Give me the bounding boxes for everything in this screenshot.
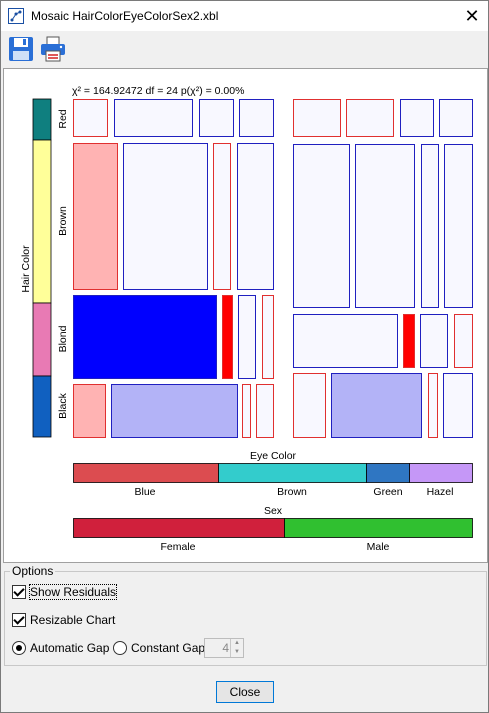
automatic-gap-radio[interactable]: Automatic Gap xyxy=(12,641,109,655)
mosaic-chart-panel: χ² = 164.92472 df = 24 p(χ²) = 0.00% Hai… xyxy=(3,68,488,563)
sex-female-bar xyxy=(73,518,285,538)
cell-female-brown-blue xyxy=(73,143,118,290)
save-icon[interactable] xyxy=(7,35,35,63)
cell-female-blond-blue xyxy=(73,295,217,379)
show-residuals-checkbox[interactable]: Show Residuals xyxy=(12,584,118,600)
chi-square-stat: χ² = 164.92472 df = 24 p(χ²) = 0.00% xyxy=(72,85,244,97)
print-icon[interactable] xyxy=(39,35,67,63)
cell-female-red-blue xyxy=(73,99,108,137)
eye-axis-label: Eye Color xyxy=(250,450,297,462)
cell-female-blond-green xyxy=(238,295,256,379)
sex-label-male: Male xyxy=(367,541,390,553)
hair-label-blond: Blond xyxy=(57,325,69,352)
cell-male-brown-brown xyxy=(355,144,415,308)
cell-female-red-hazel xyxy=(239,99,274,137)
cell-female-red-green xyxy=(199,99,234,137)
show-residuals-check[interactable] xyxy=(12,585,26,599)
constant-gap-radio[interactable]: Constant Gap xyxy=(113,641,205,655)
cell-male-blond-brown xyxy=(403,314,415,368)
close-button[interactable]: Close xyxy=(216,681,274,703)
cell-female-brown-green xyxy=(213,143,231,290)
cell-female-black-brown xyxy=(111,384,238,438)
gap-value: 4 xyxy=(222,641,229,655)
close-window-button[interactable]: ✕ xyxy=(464,5,480,26)
cell-female-black-blue xyxy=(73,384,106,438)
cell-male-brown-hazel xyxy=(444,144,473,308)
automatic-gap-label: Automatic Gap xyxy=(30,641,110,655)
cell-male-red-brown xyxy=(346,99,394,137)
hair-blond-bar xyxy=(32,302,52,377)
gap-spinner[interactable]: 4 ▲ ▼ xyxy=(204,638,244,658)
hair-axis-label: Hair Color xyxy=(20,245,32,293)
window-title: Mosaic HairColorEyeColorSex2.xbl xyxy=(31,9,219,23)
cell-male-black-blue xyxy=(293,373,326,438)
cell-female-brown-brown xyxy=(123,143,208,290)
options-legend: Options xyxy=(10,564,56,578)
cell-male-brown-blue xyxy=(293,144,350,308)
title-bar: Mosaic HairColorEyeColorSex2.xbl ✕ xyxy=(1,1,488,31)
hair-label-brown: Brown xyxy=(57,206,69,236)
eye-hazel-bar xyxy=(409,463,473,483)
sex-male-bar xyxy=(284,518,473,538)
cell-male-red-green xyxy=(400,99,434,137)
cell-male-blond-hazel xyxy=(454,314,473,368)
cell-male-black-green xyxy=(428,373,438,438)
eye-label-green: Green xyxy=(373,486,402,498)
cell-male-brown-green xyxy=(421,144,439,308)
resizable-chart-label: Resizable Chart xyxy=(30,613,116,627)
mosaic-chart: χ² = 164.92472 df = 24 p(χ²) = 0.00% Hai… xyxy=(20,85,473,553)
hair-red-bar xyxy=(32,98,52,141)
hair-label-red: Red xyxy=(57,109,69,128)
hair-black-bar xyxy=(32,375,52,438)
cell-female-brown-hazel xyxy=(237,143,274,290)
cell-female-black-hazel xyxy=(256,384,274,438)
options-group: Options Show Residuals Resizable Chart A… xyxy=(4,564,487,666)
app-icon xyxy=(8,8,24,24)
eye-label-hazel: Hazel xyxy=(427,486,454,498)
eye-label-blue: Blue xyxy=(134,486,155,498)
cell-female-black-green xyxy=(242,384,251,438)
resizable-chart-check[interactable] xyxy=(12,613,26,627)
show-residuals-label: Show Residuals xyxy=(28,584,118,600)
cell-female-blond-brown xyxy=(222,295,233,379)
constant-gap-label: Constant Gap xyxy=(131,641,206,655)
constant-gap-radio-dot[interactable] xyxy=(113,641,127,655)
eye-label-brown: Brown xyxy=(277,486,307,498)
cell-male-black-hazel xyxy=(443,373,473,438)
toolbar xyxy=(1,31,488,67)
cell-female-red-brown xyxy=(114,99,193,137)
cell-male-red-hazel xyxy=(439,99,473,137)
mosaic-male-cells xyxy=(293,99,473,438)
cell-male-blond-blue xyxy=(293,314,398,368)
gap-spinner-arrows[interactable]: ▲ ▼ xyxy=(230,639,243,657)
cell-male-blond-green xyxy=(420,314,448,368)
eye-blue-bar xyxy=(73,463,219,483)
sex-axis-label: Sex xyxy=(264,505,283,517)
hair-label-black: Black xyxy=(57,392,69,418)
eye-green-bar xyxy=(366,463,410,483)
cell-male-black-brown xyxy=(331,373,422,438)
eye-brown-bar xyxy=(218,463,367,483)
cell-male-red-blue xyxy=(293,99,341,137)
resizable-chart-checkbox[interactable]: Resizable Chart xyxy=(12,613,115,627)
hair-brown-bar xyxy=(32,139,52,304)
mosaic-female-cells xyxy=(73,99,274,438)
sex-label-female: Female xyxy=(160,541,195,553)
cell-female-blond-hazel xyxy=(262,295,274,379)
automatic-gap-radio-dot[interactable] xyxy=(12,641,26,655)
